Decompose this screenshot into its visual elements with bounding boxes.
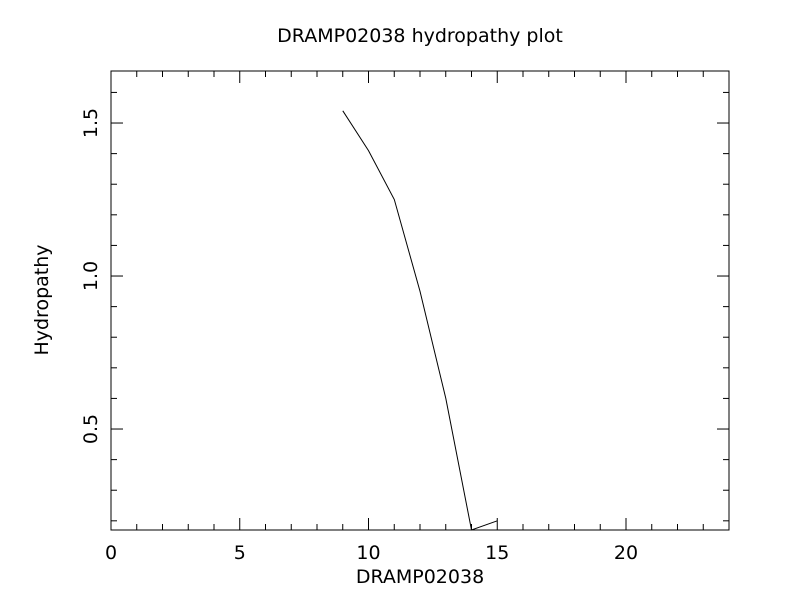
x-tick-label: 20 (614, 542, 638, 564)
hydropathy-line (342, 110, 498, 531)
x-tick-label: 5 (234, 542, 246, 564)
x-tick-labels: 0 5 10 15 20 (105, 542, 638, 564)
series-layer (342, 110, 498, 531)
y-axis-label: Hydropathy (31, 244, 53, 355)
minor-ticks (111, 71, 730, 530)
y-tick-labels: 0.5 1.0 1.5 (80, 108, 102, 444)
y-tick-label: 1.0 (80, 261, 102, 291)
major-ticks (110, 71, 729, 530)
y-tick-label: 0.5 (80, 414, 102, 444)
chart-title: DRAMP02038 hydropathy plot (277, 25, 563, 47)
x-tick-label: 10 (356, 542, 380, 564)
x-tick-label: 0 (105, 542, 117, 564)
plot-frame (110, 70, 730, 531)
y-tick-label: 1.5 (80, 108, 102, 138)
x-axis-label: DRAMP02038 (356, 566, 484, 588)
plot-area: 0 5 10 15 20 0.5 1.0 1.5 (80, 70, 730, 564)
x-tick-label: 15 (485, 542, 509, 564)
